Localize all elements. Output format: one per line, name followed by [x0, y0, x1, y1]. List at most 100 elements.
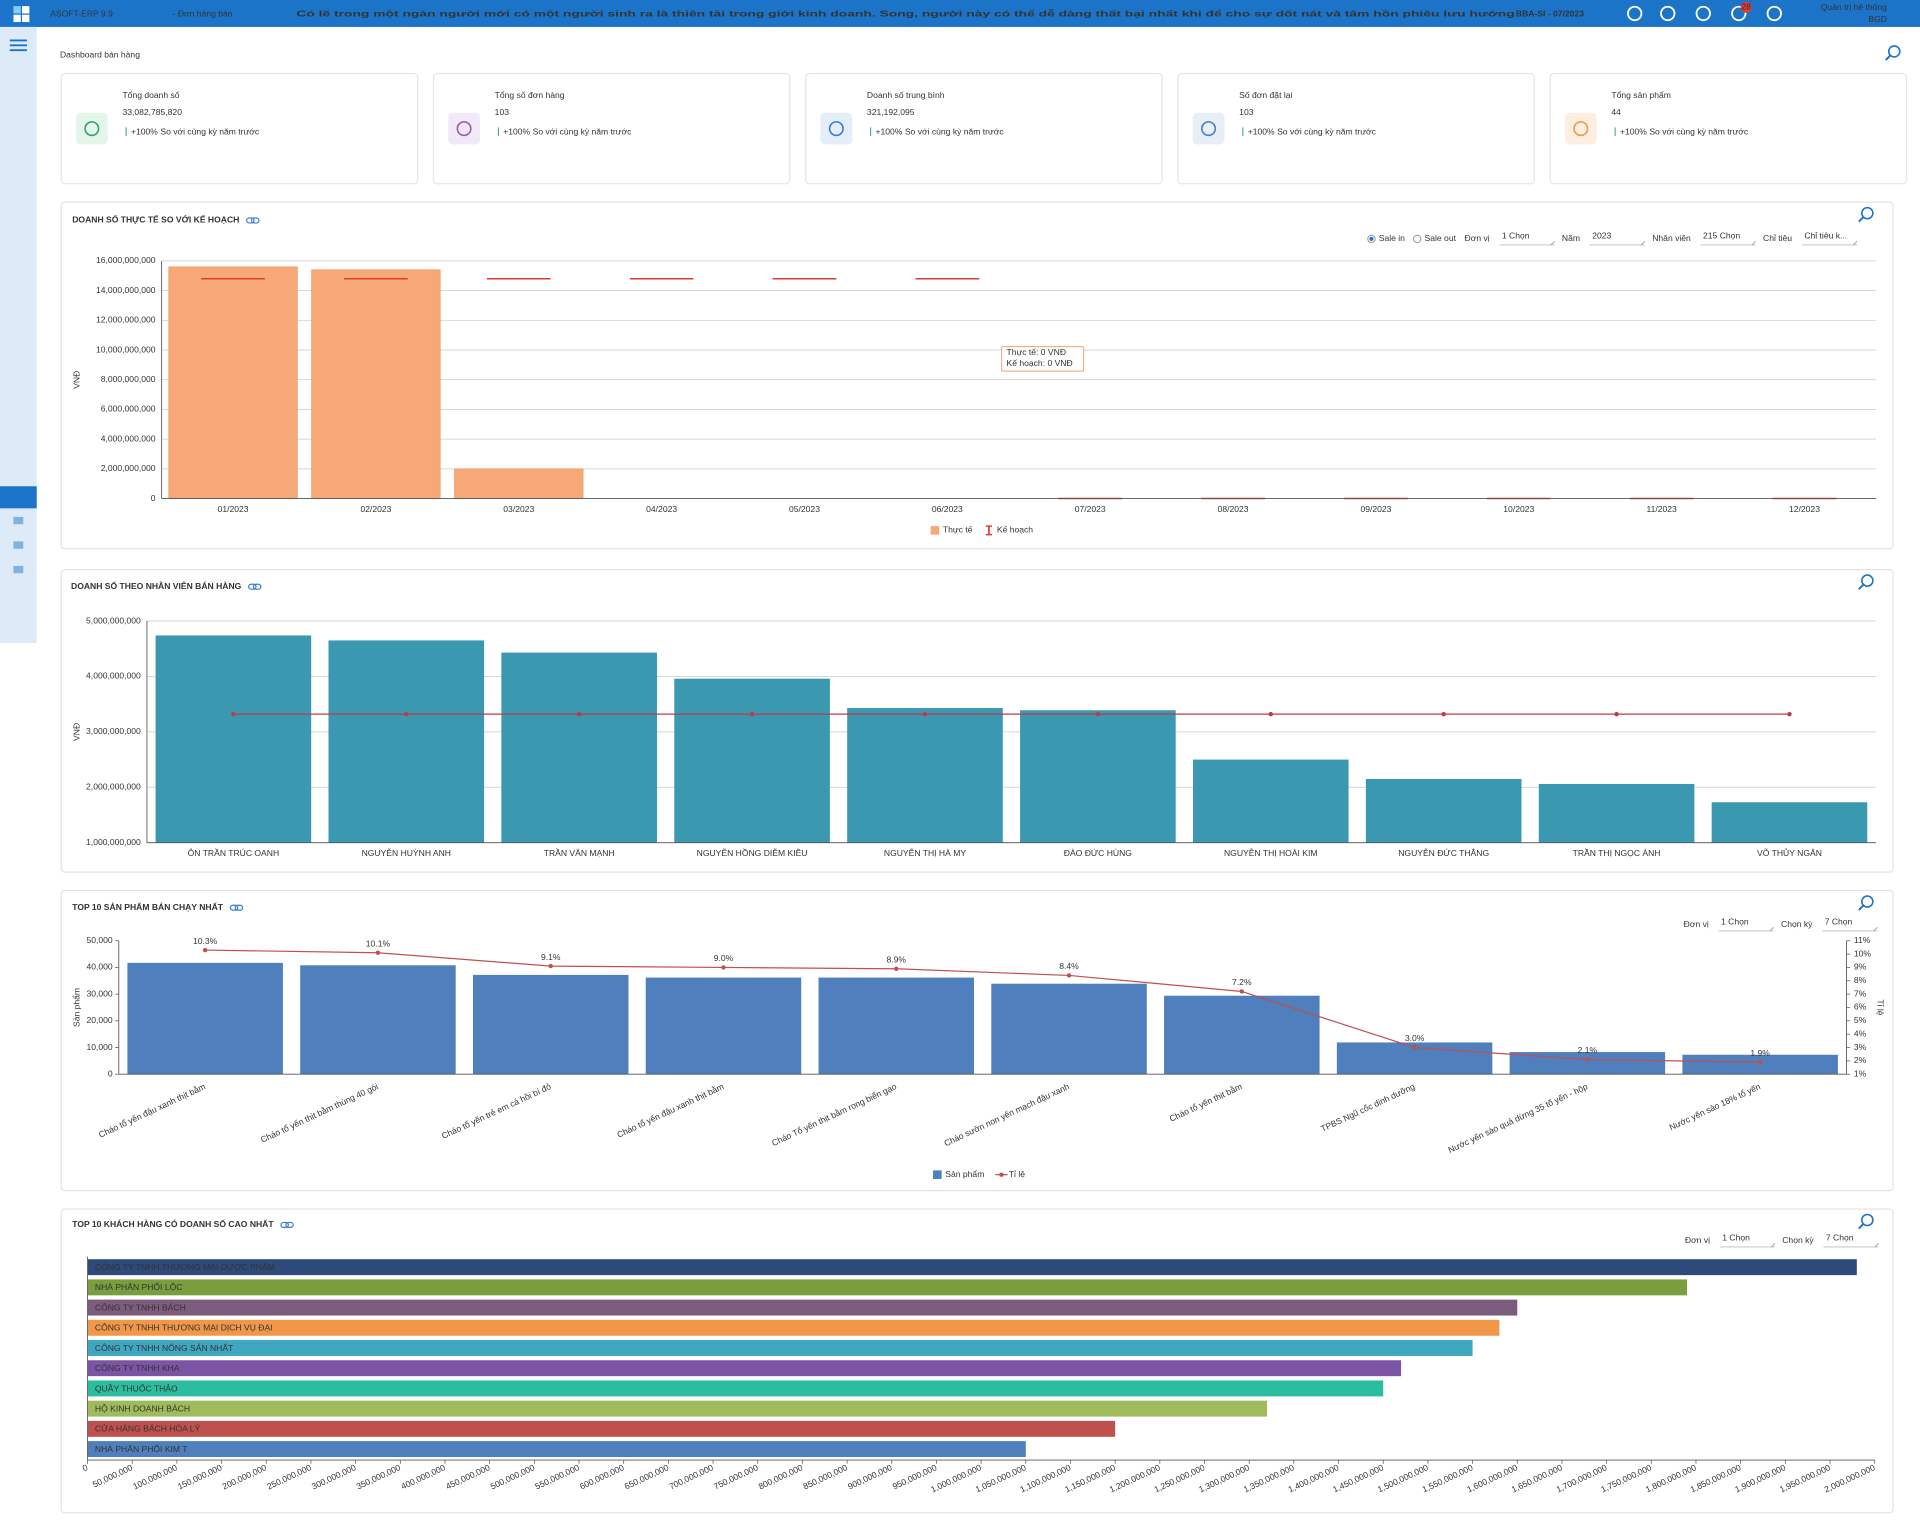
bar[interactable] — [87, 1340, 1473, 1356]
bar[interactable] — [328, 640, 485, 843]
sidebar-icon[interactable] — [13, 516, 24, 525]
kpi-label: Số đơn đặt lại — [1239, 90, 1292, 100]
header-icon[interactable] — [1660, 5, 1676, 22]
line-point[interactable] — [749, 711, 755, 717]
link-icon[interactable] — [248, 583, 257, 590]
line-point[interactable] — [576, 711, 582, 717]
zoom-icon[interactable] — [1885, 54, 1892, 61]
filter-label: Đơn vị — [1684, 919, 1709, 929]
line-point[interactable] — [1614, 711, 1619, 717]
bar[interactable] — [87, 1420, 1116, 1437]
line-point[interactable] — [1757, 1060, 1763, 1065]
link-icon[interactable] — [280, 1221, 289, 1228]
x-tick-label: 07/2023 — [1075, 504, 1106, 514]
line-point[interactable] — [1787, 711, 1792, 717]
bar[interactable] — [1020, 710, 1176, 843]
x-tick-label: 06/2023 — [932, 504, 963, 514]
bar[interactable] — [1164, 995, 1320, 1075]
y-axis-label: Sản phẩm — [71, 988, 81, 1027]
y-tick-label: 50,000 — [86, 935, 112, 945]
x-tick-label: TRẦN VĂN MẠNH — [544, 848, 615, 858]
bar[interactable] — [1192, 759, 1349, 843]
link-icon[interactable] — [285, 1221, 294, 1228]
line-point[interactable] — [1066, 973, 1072, 978]
x-tick-label: 04/2023 — [646, 504, 677, 514]
zoom-icon[interactable] — [1858, 1222, 1865, 1230]
zoom-icon[interactable] — [1887, 45, 1901, 58]
bar[interactable] — [87, 1299, 1518, 1316]
header-icon[interactable] — [1695, 5, 1711, 22]
bar[interactable] — [454, 468, 584, 499]
bar[interactable] — [1711, 802, 1868, 843]
bar[interactable] — [300, 965, 456, 1075]
bar[interactable] — [847, 708, 1003, 843]
header-icon[interactable] — [1731, 5, 1747, 22]
bar[interactable] — [311, 269, 441, 499]
line-point[interactable] — [1585, 1057, 1590, 1062]
bar[interactable] — [818, 977, 975, 1075]
x-tick-label: NGUYỄN HUỲNH ANH — [362, 847, 451, 858]
bar[interactable] — [87, 1259, 1857, 1276]
kpi-note: So với cùng kỳ năm trước — [160, 127, 260, 137]
bar[interactable] — [674, 678, 830, 843]
bar[interactable] — [168, 266, 298, 499]
zoom-icon[interactable] — [1861, 574, 1874, 587]
y2-tick-label: 7% — [1854, 988, 1867, 998]
line-point[interactable] — [894, 966, 899, 971]
sidebar-icon[interactable] — [13, 541, 24, 549]
link-icon[interactable] — [229, 904, 239, 911]
bar[interactable] — [501, 652, 657, 843]
header-icon[interactable] — [1766, 5, 1782, 22]
tooltip-text: Kế hoạch: 0 VNĐ — [1007, 358, 1073, 368]
bar[interactable] — [645, 977, 802, 1075]
line-point[interactable] — [1239, 989, 1245, 994]
bar[interactable] — [87, 1380, 1384, 1397]
bar[interactable] — [1365, 778, 1522, 843]
line-point[interactable] — [548, 963, 553, 969]
link-icon[interactable] — [252, 583, 262, 590]
line-point[interactable] — [202, 947, 208, 953]
bar[interactable] — [155, 635, 312, 843]
link-icon[interactable] — [246, 217, 255, 224]
line-point[interactable] — [404, 711, 409, 717]
sidebar-icon[interactable] — [13, 565, 24, 574]
bar[interactable] — [87, 1319, 1500, 1336]
filter-label: Năm — [1562, 233, 1580, 243]
zoom-icon[interactable] — [1861, 895, 1874, 908]
link-icon[interactable] — [234, 904, 244, 911]
header-icon[interactable] — [1627, 5, 1643, 22]
filter-corner — [1751, 241, 1756, 246]
line-point[interactable] — [922, 711, 928, 717]
bar[interactable] — [87, 1400, 1268, 1417]
zoom-icon[interactable] — [1858, 216, 1865, 223]
zoom-icon[interactable] — [1861, 1213, 1874, 1227]
y-tick-label: 12,000,000,000 — [96, 315, 156, 325]
line-point[interactable] — [1412, 1045, 1417, 1050]
line-point[interactable] — [231, 711, 236, 717]
bar[interactable] — [991, 983, 1147, 1075]
zoom-icon[interactable] — [1858, 583, 1865, 590]
radio[interactable] — [1413, 234, 1422, 243]
y2-tick-label: 8% — [1854, 975, 1867, 985]
line-point[interactable] — [1095, 711, 1101, 717]
zoom-icon[interactable] — [1858, 904, 1865, 911]
bar[interactable] — [87, 1279, 1688, 1296]
line-point[interactable] — [1441, 711, 1446, 717]
bar[interactable] — [1682, 1054, 1838, 1075]
sidebar-active[interactable] — [0, 486, 37, 509]
bar[interactable] — [127, 962, 283, 1075]
bar[interactable] — [472, 974, 629, 1075]
bar[interactable] — [87, 1360, 1402, 1377]
bar[interactable] — [1509, 1052, 1666, 1075]
bar[interactable] — [1538, 783, 1695, 843]
kpi-change: +100% — [1248, 127, 1275, 137]
line-point[interactable] — [1268, 711, 1273, 717]
x-tick-label: NGUYỄN THỊ HOÀI KIM — [1224, 847, 1318, 858]
bar[interactable] — [87, 1441, 1026, 1458]
line-point[interactable] — [721, 965, 726, 970]
zoom-icon[interactable] — [1861, 206, 1874, 220]
line-point[interactable] — [375, 950, 381, 955]
link-icon[interactable] — [250, 217, 260, 224]
y-tick-label: 5,000,000,000 — [86, 615, 141, 625]
